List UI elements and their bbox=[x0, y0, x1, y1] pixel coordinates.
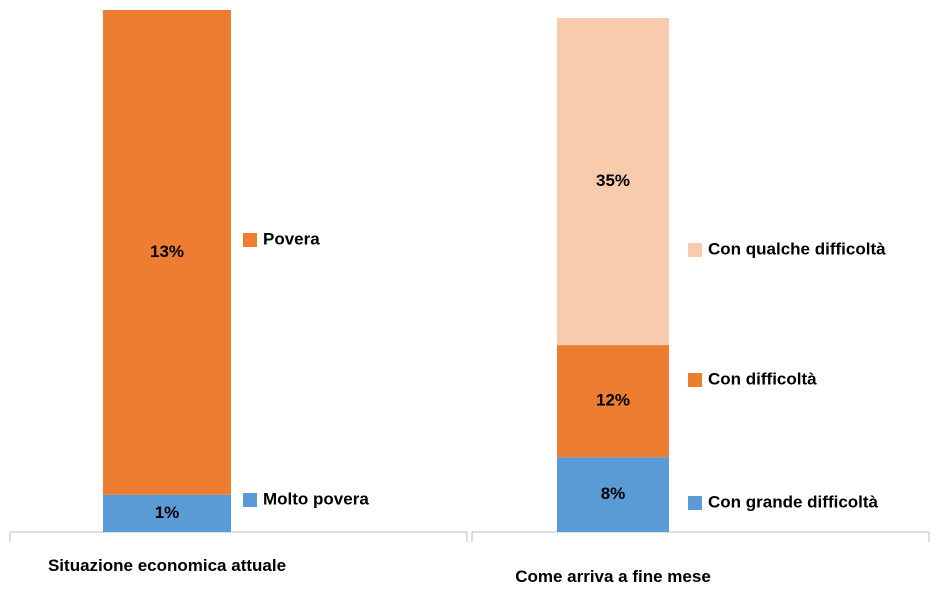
bar-segment bbox=[557, 457, 669, 532]
legend-swatch bbox=[243, 233, 257, 247]
legend-swatch bbox=[688, 373, 702, 387]
legend-label: Con qualche difficoltà bbox=[708, 239, 886, 258]
legend-label: Con grande difficoltà bbox=[708, 492, 879, 511]
legend-swatch bbox=[243, 493, 257, 507]
bar-segment bbox=[103, 10, 231, 495]
value-label: 35% bbox=[596, 171, 630, 190]
legend-swatch bbox=[688, 243, 702, 257]
value-label: 1% bbox=[155, 503, 180, 522]
category-label: Situazione economica attuale bbox=[47, 556, 287, 575]
legend-swatch bbox=[688, 496, 702, 510]
legend-label: Molto povera bbox=[263, 489, 369, 508]
bar-segment bbox=[557, 345, 669, 458]
value-label: 13% bbox=[150, 242, 184, 261]
value-label: 8% bbox=[601, 484, 626, 503]
category-label: Come arriva a fine mese bbox=[515, 567, 711, 586]
value-label: 12% bbox=[596, 391, 630, 410]
bar-segment bbox=[103, 494, 231, 532]
bar-segment bbox=[557, 18, 669, 346]
legend-label: Povera bbox=[263, 229, 320, 248]
legend-label: Con difficoltà bbox=[708, 369, 817, 388]
